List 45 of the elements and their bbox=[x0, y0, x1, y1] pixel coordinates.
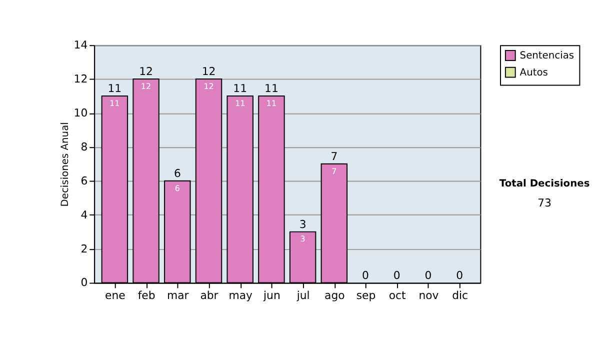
x-tick-label: dic bbox=[452, 289, 468, 302]
data-label: 11 bbox=[266, 98, 276, 108]
x-tick-label: mar bbox=[167, 289, 190, 302]
y-tick-label: 4 bbox=[80, 208, 88, 222]
text: Total Decisiones bbox=[499, 178, 590, 190]
total-label: 0 bbox=[393, 268, 400, 282]
data-label: 6 bbox=[174, 184, 180, 193]
x-tick-label: ene bbox=[105, 289, 126, 302]
total-label: 7 bbox=[330, 150, 338, 163]
total-label: 11 bbox=[264, 82, 278, 96]
x-tick-label: feb bbox=[138, 289, 156, 302]
total-label: 11 bbox=[108, 82, 122, 96]
x-tick-label: jul bbox=[296, 289, 310, 302]
legend-label: Autos bbox=[520, 67, 548, 78]
total-label: 12 bbox=[202, 65, 216, 78]
x-tick-label: may bbox=[228, 289, 253, 302]
total-label: 12 bbox=[139, 65, 153, 78]
y-axis-title: Decisiones Anual bbox=[60, 122, 71, 207]
total-label: 0 bbox=[456, 268, 464, 282]
x-tick-label: sep bbox=[356, 289, 376, 302]
y-tick-label: 6 bbox=[80, 174, 88, 188]
text: 73 bbox=[538, 196, 552, 210]
total-label: 11 bbox=[233, 82, 248, 96]
total-label: 0 bbox=[424, 268, 432, 282]
y-tick-label: 10 bbox=[74, 106, 88, 120]
total-label: 3 bbox=[299, 218, 306, 231]
total-label: 6 bbox=[174, 166, 181, 180]
x-tick-label: abr bbox=[200, 289, 219, 302]
x-tick-label: nov bbox=[418, 289, 440, 302]
data-label: 7 bbox=[332, 166, 337, 176]
legend-label: Sentencias bbox=[520, 50, 574, 62]
data-label: 12 bbox=[204, 82, 214, 91]
data-label: 12 bbox=[141, 82, 152, 91]
data-label: 3 bbox=[300, 234, 306, 244]
data-label: 11 bbox=[235, 98, 246, 108]
y-tick-label: 8 bbox=[80, 140, 88, 154]
data-label: 11 bbox=[110, 98, 120, 108]
x-tick-label: ago bbox=[324, 289, 346, 302]
total-label: 0 bbox=[362, 268, 370, 282]
y-tick-label: 12 bbox=[74, 72, 88, 86]
y-tick-label: 14 bbox=[74, 38, 88, 52]
y-tick-label: 0 bbox=[80, 276, 88, 290]
x-tick-label: jun bbox=[262, 289, 280, 302]
x-tick-label: oct bbox=[388, 289, 406, 302]
y-tick-label: 2 bbox=[80, 242, 88, 256]
